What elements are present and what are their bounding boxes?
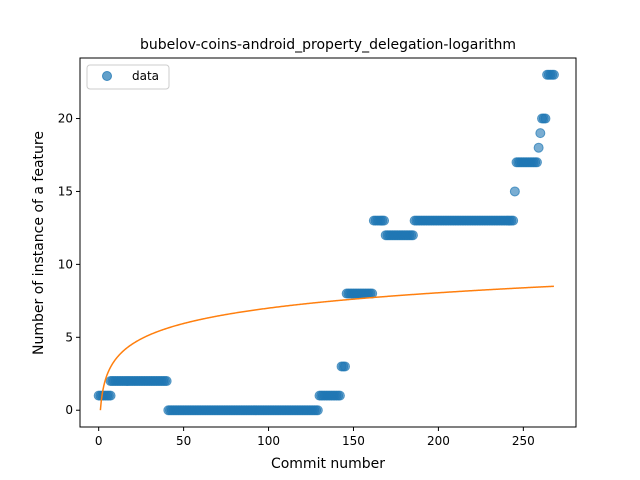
data-point <box>531 157 542 168</box>
x-tick-label: 0 <box>95 434 103 448</box>
plot-frame <box>79 57 577 428</box>
y-tick-label: 10 <box>58 257 73 271</box>
data-point <box>509 186 520 197</box>
axis-ticks: 0 50 100 150 200 250 0 5 10 15 20 <box>58 112 535 448</box>
y-tick-label: 0 <box>65 403 73 417</box>
data-point <box>533 142 544 153</box>
x-tick-label: 250 <box>512 434 535 448</box>
y-tick-label: 15 <box>58 184 73 198</box>
x-tick-label: 100 <box>257 434 280 448</box>
data-point <box>379 215 390 226</box>
legend-box <box>86 64 170 90</box>
legend-label: data <box>132 69 159 83</box>
fit-line <box>99 285 554 411</box>
x-axis-label: Commit number <box>271 456 385 472</box>
y-tick-label: 20 <box>58 112 73 126</box>
data-point <box>535 128 546 139</box>
legend: data <box>86 64 170 90</box>
x-tick-label: 200 <box>427 434 450 448</box>
data-point <box>407 230 418 241</box>
chart-title: bubelov-coins-android_property_delegatio… <box>140 37 516 53</box>
data-point <box>339 361 350 372</box>
data-points <box>93 69 559 416</box>
y-tick-label: 5 <box>65 330 73 344</box>
data-point <box>508 215 519 226</box>
x-tick-label: 150 <box>342 434 365 448</box>
y-axis-label: Number of instance of a feature <box>31 131 47 355</box>
data-point <box>334 390 345 401</box>
data-point <box>312 405 323 416</box>
data-point <box>540 113 551 124</box>
x-tick-label: 50 <box>176 434 191 448</box>
data-point <box>161 376 172 387</box>
data-point <box>548 69 559 80</box>
legend-marker <box>102 71 112 81</box>
data-point <box>105 390 116 401</box>
